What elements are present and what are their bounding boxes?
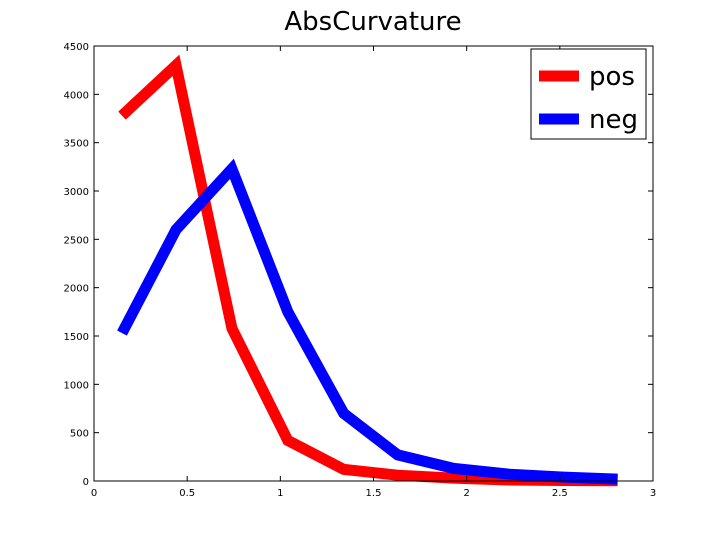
x-tick-label: 1.5: [366, 488, 382, 499]
y-tick-label: 1000: [64, 380, 89, 391]
y-tick-label: 0: [83, 477, 89, 488]
y-tick-label: 4500: [64, 42, 89, 53]
y-tick-label: 3000: [64, 187, 89, 198]
axis-ticks: 0 0.5 1 1.5 2 2.5 3 0 500 1000 1500 2000 2500 3000 350…: [64, 42, 657, 499]
legend: pos neg: [530, 48, 647, 140]
legend-label-neg: neg: [589, 105, 638, 135]
series-line-neg: [117, 158, 618, 485]
plot-lines: [117, 54, 618, 487]
legend-label-pos: pos: [589, 62, 635, 92]
y-tick-label: 1500: [64, 332, 89, 343]
x-tick-label: 2: [463, 488, 469, 499]
y-tick-label: 500: [70, 429, 89, 440]
y-tick-label: 2000: [64, 284, 89, 295]
y-tick-label: 3500: [64, 139, 89, 150]
y-tick-label: 2500: [64, 235, 89, 246]
y-tick-label: 4000: [64, 90, 89, 101]
x-tick-label: 0.5: [179, 488, 195, 499]
x-tick-label: 0: [91, 488, 97, 499]
x-tick-label: 3: [650, 488, 656, 499]
chart-title: AbsCurvature: [284, 7, 461, 37]
x-tick-label: 1: [277, 488, 283, 499]
x-tick-label: 2.5: [552, 488, 568, 499]
